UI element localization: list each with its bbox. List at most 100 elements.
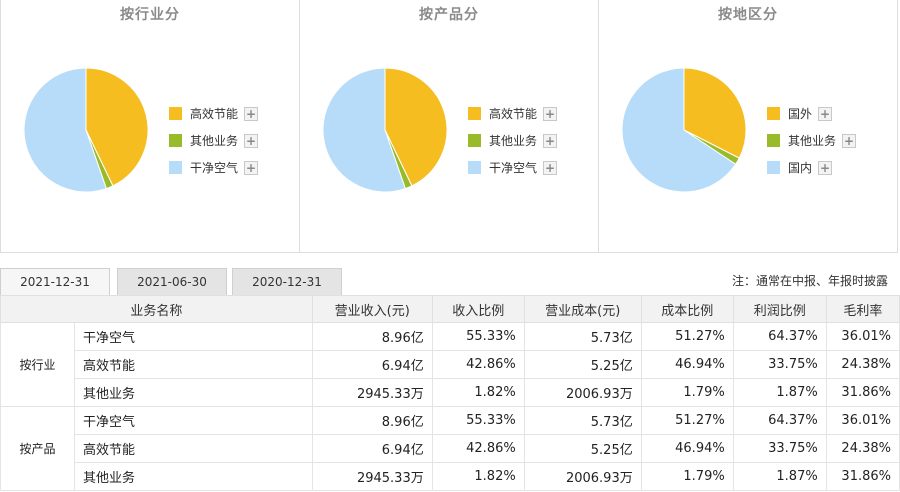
cost-ratio-cell: 51.27% — [640, 322, 734, 351]
pie-chart-region[interactable] — [621, 67, 747, 193]
table-header-row: 业务名称 营业收入(元) 收入比例 营业成本(元) 成本比例 利润比例 毛利率 — [0, 295, 900, 323]
legend-swatch — [468, 134, 481, 147]
cost-ratio-cell: 51.27% — [640, 406, 734, 435]
legend-item: 其他业务 + — [767, 127, 857, 154]
table-row: 高效节能 6.94亿 42.86% 5.25亿 46.94% 33.75% 24… — [1, 434, 900, 463]
tab-2020-12-31[interactable]: 2020-12-31 — [232, 268, 342, 295]
gross-margin-cell: 31.86% — [825, 462, 900, 491]
legend-item: 干净空气 + — [169, 154, 259, 181]
business-table: 业务名称 营业收入(元) 收入比例 营业成本(元) 成本比例 利润比例 毛利率 … — [0, 295, 900, 491]
table-row: 其他业务 2945.33万 1.82% 2006.93万 1.79% 1.87%… — [1, 378, 900, 407]
business-name: 其他业务 — [74, 462, 313, 491]
revenue-ratio-cell: 55.33% — [431, 322, 525, 351]
legend-label: 其他业务 — [788, 134, 837, 148]
revenue-ratio-cell: 1.82% — [431, 462, 525, 491]
panel-product: 按产品分 高效节能 + 其他业务 + 干净空气 + — [299, 0, 599, 253]
legend-label: 国内 — [788, 161, 813, 175]
cost-ratio-cell: 46.94% — [640, 350, 734, 379]
profit-ratio-cell: 33.75% — [732, 434, 827, 463]
revenue-cell: 8.96亿 — [311, 322, 433, 351]
panel-title: 按地区分 — [718, 7, 778, 23]
legend-label: 高效节能 — [190, 107, 239, 121]
revenue-ratio-cell: 55.33% — [431, 406, 525, 435]
table-row: 按行业 干净空气 8.96亿 55.33% 5.73亿 51.27% 64.37… — [0, 322, 900, 407]
legend-label: 其他业务 — [489, 134, 538, 148]
group-label: 按行业 — [0, 322, 75, 407]
legend-item: 国内 + — [767, 154, 856, 181]
revenue-cell: 2945.33万 — [311, 378, 433, 407]
expand-button[interactable]: + — [818, 106, 833, 121]
profit-ratio-cell: 1.87% — [732, 462, 827, 491]
expand-button[interactable]: + — [842, 133, 857, 148]
table-row: 高效节能 6.94亿 42.86% 5.25亿 46.94% 33.75% 24… — [1, 350, 900, 379]
legend-swatch — [169, 107, 182, 120]
revenue-ratio-cell: 42.86% — [431, 350, 525, 379]
revenue-ratio-cell: 42.86% — [431, 434, 525, 463]
revenue-cell: 8.96亿 — [311, 406, 433, 435]
profit-ratio-cell: 64.37% — [732, 406, 827, 435]
expand-button[interactable]: + — [543, 160, 558, 175]
legend-swatch — [767, 107, 780, 120]
legend-item: 高效节能 + — [169, 100, 259, 127]
tab-2021-06-30[interactable]: 2021-06-30 — [117, 268, 227, 295]
pie-slice[interactable] — [683, 67, 747, 159]
legend-label: 其他业务 — [190, 134, 239, 148]
panel-title: 按产品分 — [419, 7, 479, 23]
legend-swatch — [169, 161, 182, 174]
pie-slice[interactable] — [384, 67, 448, 187]
cost-cell: 5.25亿 — [523, 434, 642, 463]
panel-industry: 按行业分 高效节能 + 其他业务 + 干净空气 + — [0, 0, 300, 253]
panel-region: 按地区分 国外 + 其他业务 + 国内 + — [598, 0, 898, 253]
expand-button[interactable]: + — [244, 160, 259, 175]
cost-ratio-cell: 1.79% — [640, 378, 734, 407]
gross-margin-cell: 36.01% — [825, 406, 900, 435]
col-header-profit-ratio: 利润比例 — [732, 295, 827, 323]
revenue-cell: 6.94亿 — [311, 350, 433, 379]
legend-label: 国外 — [788, 107, 813, 121]
legend-item: 其他业务 + — [468, 127, 558, 154]
panel-title: 按行业分 — [120, 7, 180, 23]
cost-cell: 2006.93万 — [523, 378, 642, 407]
business-name: 高效节能 — [74, 434, 313, 463]
legend-swatch — [767, 134, 780, 147]
pie-chart-industry[interactable] — [23, 67, 149, 193]
legend-swatch — [767, 161, 780, 174]
expand-button[interactable]: + — [543, 106, 558, 121]
pie-slice[interactable] — [85, 67, 149, 187]
cost-cell: 5.73亿 — [523, 406, 642, 435]
legend: 高效节能 + 其他业务 + 干净空气 + — [468, 100, 558, 181]
pie-slice[interactable] — [621, 67, 737, 193]
col-header-business-name: 业务名称 — [0, 295, 313, 323]
cost-cell: 5.25亿 — [523, 350, 642, 379]
group-label: 按产品 — [0, 406, 75, 491]
table-row: 其他业务 2945.33万 1.82% 2006.93万 1.79% 1.87%… — [1, 462, 900, 491]
col-header-cost: 营业成本(元) — [523, 295, 642, 323]
col-header-revenue: 营业收入(元) — [311, 295, 433, 323]
gross-margin-cell: 24.38% — [825, 350, 900, 379]
expand-button[interactable]: + — [244, 106, 259, 121]
gross-margin-cell: 36.01% — [825, 322, 900, 351]
profit-ratio-cell: 64.37% — [732, 322, 827, 351]
legend: 高效节能 + 其他业务 + 干净空气 + — [169, 100, 259, 181]
expand-button[interactable]: + — [818, 160, 833, 175]
pie-chart-product[interactable] — [322, 67, 448, 193]
tab-2021-12-31[interactable]: 2021-12-31 — [0, 268, 110, 295]
col-header-revenue-ratio: 收入比例 — [431, 295, 525, 323]
expand-button[interactable]: + — [244, 133, 259, 148]
cost-cell: 5.73亿 — [523, 322, 642, 351]
disclosure-note: 注：通常在中报、年报时披露 — [731, 274, 888, 288]
charts-row: 按行业分 高效节能 + 其他业务 + 干净空气 + 按产品分 高效节能 + 其他业务 + … — [0, 0, 898, 253]
pie-slice[interactable] — [322, 67, 406, 193]
col-header-cost-ratio: 成本比例 — [640, 295, 734, 323]
legend-swatch — [468, 107, 481, 120]
pie-slice[interactable] — [23, 67, 107, 193]
business-name: 干净空气 — [74, 322, 313, 351]
revenue-cell: 2945.33万 — [311, 462, 433, 491]
legend-swatch — [169, 134, 182, 147]
expand-button[interactable]: + — [543, 133, 558, 148]
business-name: 干净空气 — [74, 406, 313, 435]
business-name: 其他业务 — [74, 378, 313, 407]
table-row: 按产品 干净空气 8.96亿 55.33% 5.73亿 51.27% 64.37… — [0, 406, 900, 491]
revenue-cell: 6.94亿 — [311, 434, 433, 463]
legend-item: 高效节能 + — [468, 100, 558, 127]
